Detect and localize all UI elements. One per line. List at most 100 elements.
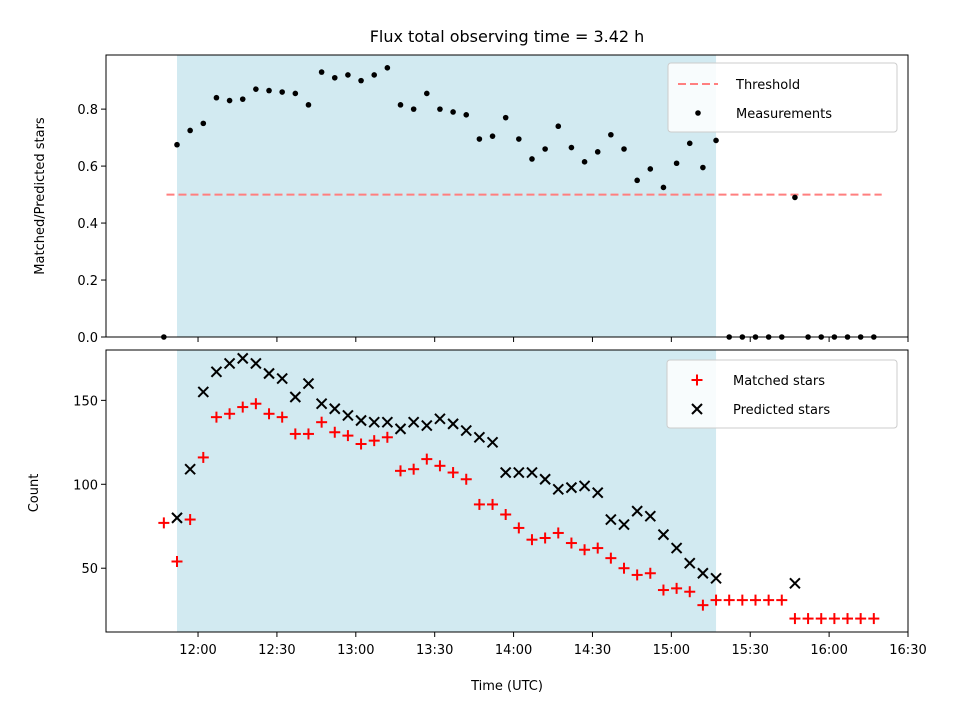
measurement-point — [279, 89, 285, 95]
measurement-point — [239, 96, 246, 102]
cross-b — [355, 414, 367, 427]
matched-star-point — [395, 465, 407, 477]
predicted-star-point — [394, 423, 407, 435]
predicted-star-point — [789, 577, 801, 590]
matched-star-point — [276, 411, 288, 423]
measurement-point — [700, 164, 706, 171]
predicted-star-point — [710, 572, 722, 584]
cross-b — [302, 377, 315, 390]
cross-b — [381, 416, 394, 428]
y-tick-label: 100 — [73, 478, 98, 493]
measurement-point — [437, 106, 443, 112]
matched-star-point — [355, 438, 367, 450]
matched-star-point — [736, 594, 748, 606]
cross-b — [670, 542, 683, 554]
cross-b — [499, 466, 512, 479]
measurement-point — [358, 77, 364, 84]
cross-b — [789, 577, 801, 590]
predicted-star-point — [473, 431, 486, 443]
predicted-star-point — [407, 416, 420, 428]
matched-star-point — [434, 460, 446, 472]
measurement-point — [226, 97, 233, 104]
observing-window-shade — [176, 55, 717, 337]
cross-b — [171, 512, 183, 524]
predicted-star-point — [381, 416, 394, 428]
cross-b — [276, 372, 288, 385]
cross-b — [342, 409, 354, 422]
measurement-point — [542, 146, 548, 152]
predicted-star-point — [631, 505, 643, 517]
predicted-star-point — [342, 409, 354, 422]
matched-star-point — [316, 416, 328, 428]
measurement-point — [450, 109, 456, 115]
predicted-star-point — [171, 512, 183, 524]
predicted-star-point — [197, 386, 209, 398]
predicted-star-point — [421, 419, 433, 432]
matched-star-point — [460, 473, 472, 485]
cross-b — [605, 513, 617, 526]
top-legend: Threshold Measurements — [667, 62, 898, 133]
predicted-star-point — [263, 367, 275, 380]
legend-measurement-swatch — [695, 110, 701, 116]
matched-star-point — [579, 544, 591, 556]
cross-b — [421, 419, 433, 432]
cross-b — [513, 466, 525, 479]
measurement-point — [305, 102, 312, 108]
matched-star-point — [592, 542, 604, 554]
predicted-star-point — [302, 377, 315, 390]
matched-star-point — [329, 426, 341, 438]
predicted-star-point — [210, 366, 223, 378]
measurement-point — [555, 123, 562, 130]
predicted-star-point — [289, 391, 302, 403]
matched-star-point — [421, 453, 433, 465]
cross-b — [289, 391, 302, 403]
matched-star-point — [447, 467, 459, 479]
predicted-star-point — [447, 418, 459, 430]
measurement-point — [397, 102, 404, 108]
predicted-star-point — [184, 463, 196, 475]
bottom-y-axis-label: Count — [27, 474, 42, 513]
matched-star-point — [671, 582, 683, 594]
legend-box — [667, 62, 898, 133]
matched-star-point — [776, 594, 788, 606]
measurement-point — [213, 94, 220, 101]
y-tick-label: 50 — [81, 562, 98, 577]
predicted-star-point — [578, 480, 591, 492]
cross-b — [210, 366, 223, 378]
x-tick-label: 12:30 — [258, 643, 295, 658]
matched-star-point — [710, 594, 722, 606]
matched-star-point — [618, 562, 630, 574]
measurement-point — [594, 149, 601, 155]
x-tick-label: 13:00 — [337, 643, 374, 658]
top-y-axis-label: Matched/Predicted stars — [33, 117, 48, 275]
legend-predicted-label: Predicted stars — [733, 403, 830, 418]
matched-star-point — [552, 527, 564, 539]
matched-star-point — [263, 408, 275, 420]
legend-threshold-label: Threshold — [735, 78, 800, 93]
count-panel: 50 100 150 12:00 12:30 13:00 13:30 14:00 14:30 15… — [73, 349, 927, 658]
y-tick-label: 0.2 — [77, 274, 98, 289]
measurement-point — [647, 166, 654, 172]
measurement-point — [187, 127, 193, 134]
x-tick-label: 15:00 — [653, 643, 690, 658]
measurement-point — [713, 137, 719, 144]
predicted-star-point — [276, 372, 288, 385]
cross-b — [394, 423, 407, 435]
cross-b — [434, 413, 446, 425]
cross-b — [644, 510, 657, 522]
measurement-point — [660, 184, 667, 191]
predicted-star-point — [237, 352, 249, 365]
observing-window-shade — [176, 350, 717, 632]
matched-star-point — [828, 613, 840, 625]
matched-star-point — [697, 599, 709, 611]
cross-b — [539, 473, 551, 485]
cross-b — [486, 436, 499, 449]
measurement-point — [318, 69, 325, 75]
cross-b — [631, 505, 643, 517]
measurement-point — [174, 141, 180, 148]
cross-b — [618, 518, 630, 531]
matched-star-point — [763, 594, 775, 606]
x-tick-label: 13:30 — [416, 643, 453, 658]
measurement-point — [331, 74, 338, 81]
predicted-star-point — [499, 466, 512, 479]
